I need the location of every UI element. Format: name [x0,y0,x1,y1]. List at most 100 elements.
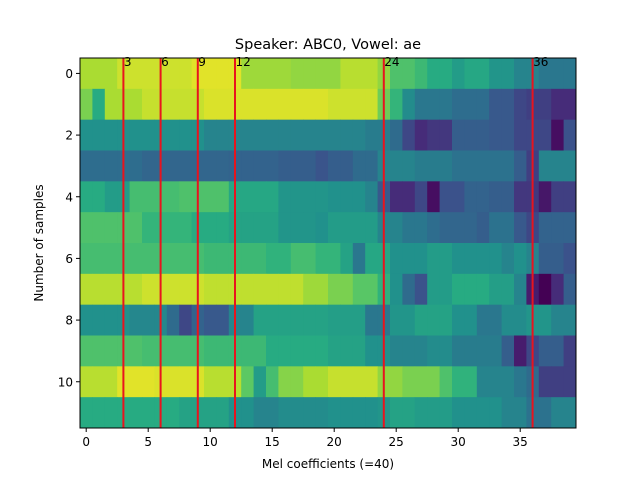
marker-label-9: 9 [198,55,206,69]
marker-label-3: 3 [124,55,132,69]
heatmap-cell [402,58,416,90]
heatmap-cell [563,366,577,398]
heatmap-cell [142,304,155,336]
heatmap-cell [390,150,403,182]
heatmap-cell [216,150,230,182]
heatmap-cell [92,304,106,336]
heatmap-cell [241,304,254,336]
heatmap-cell [129,181,143,213]
heatmap-cell [92,150,106,182]
heatmap-cell [328,119,341,151]
heatmap-cell [501,243,515,275]
heatmap-cell [129,119,143,151]
heatmap-cell [142,243,155,275]
heatmap-cell [551,212,564,244]
heatmap-cell [464,212,478,244]
heatmap-cell [179,212,192,244]
heatmap-cell [104,335,118,367]
heatmap-cell [365,397,378,429]
heatmap-cell [439,304,453,336]
heatmap-cell [241,397,254,429]
heatmap-cell [303,366,316,398]
heatmap-cell [563,243,577,275]
heatmap-cell [365,273,378,306]
heatmap-cell [104,181,118,213]
heatmap-cell [216,273,230,306]
x-axis: 0 5 10 15 20 25 30 35 [82,428,528,449]
heatmap-cell [390,335,403,367]
plot-frame [79,57,577,429]
heatmap-cell [266,88,279,121]
heatmap-cell [315,119,329,151]
heatmap-cell [340,335,354,367]
heatmap-cell [452,212,465,244]
heatmap-cell [266,181,279,213]
heatmap-cell [514,243,527,275]
heatmap-cell [315,58,329,90]
heatmap-cell [266,273,279,306]
heatmap-cell [204,243,217,275]
heatmap-cell [365,366,378,398]
heatmap-cell [352,181,366,213]
heatmap-cell [402,335,416,367]
heatmap-cell [166,273,180,306]
heatmap-cell [104,304,118,336]
heatmap-cell [278,212,292,244]
heatmap-cell [142,366,155,398]
heatmap-cell [328,212,341,244]
heatmap-cell [439,88,453,121]
heatmap-cell [563,150,577,182]
heatmap-cell [340,88,354,121]
heatmap-cell [501,366,515,398]
x-tick-label: 5 [144,435,152,449]
heatmap-cell [551,366,564,398]
heatmap-cell [179,150,192,182]
heatmap-cell [278,88,292,121]
heatmap-cell [340,150,354,182]
heatmap-cell [476,304,490,336]
heatmap-cell [204,335,217,367]
heatmap-cell [452,119,465,151]
heatmap-cell [92,273,106,306]
heatmap-cell [92,119,106,151]
heatmap-cell [204,88,217,121]
heatmap-cell [216,212,230,244]
heatmap-cell [551,119,564,151]
heatmap-cell [439,335,453,367]
heatmap-cell [538,243,552,275]
heatmap-cell [303,243,316,275]
heatmap-cell [315,243,329,275]
heatmap-cell [514,304,527,336]
heatmap-cell [328,150,341,182]
heatmap-cell [92,243,106,275]
heatmap-cell [476,119,490,151]
heatmap-cell [290,150,304,182]
heatmap-cell [328,273,341,306]
heatmap-cell [253,273,267,306]
heatmap-cell [563,335,577,367]
heatmap-cell [538,397,552,429]
heatmap-cell [352,366,366,398]
heatmap-cell [104,366,118,398]
heatmap-cell [290,181,304,213]
heatmap-cell [290,243,304,275]
heatmap-cell [476,243,490,275]
heatmap-cell [452,273,465,306]
heatmap-cell [464,335,478,367]
heatmap-cell [104,88,118,121]
x-tick-label: 25 [389,435,404,449]
heatmap-cell [340,212,354,244]
y-axis: 0 2 4 6 8 10 [58,67,80,389]
heatmap-cell [241,335,254,367]
heatmap-cell [290,366,304,398]
heatmap-cell [390,243,403,275]
heatmap-cell [489,304,502,336]
y-tick-label: 10 [58,375,73,389]
heatmap-cell [476,150,490,182]
heatmap-cell [80,58,93,90]
heatmap-cell [241,58,254,90]
heatmap-cell [266,304,279,336]
heatmap-cell [439,243,453,275]
heatmap-cell [80,304,93,336]
